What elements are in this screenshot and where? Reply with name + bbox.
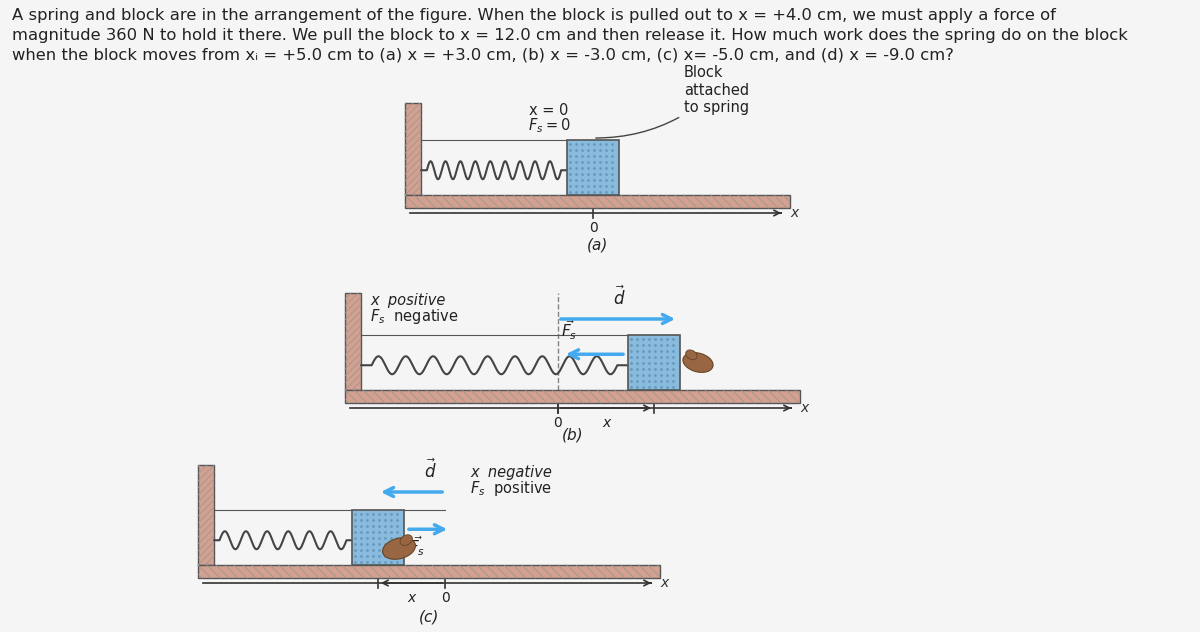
Text: when the block moves from xᵢ = +5.0 cm to (a) x = +3.0 cm, (b) x = -3.0 cm, (c) : when the block moves from xᵢ = +5.0 cm t…: [12, 48, 954, 63]
Text: $\vec{F_s}$: $\vec{F_s}$: [562, 319, 577, 343]
Text: x: x: [790, 206, 798, 220]
Ellipse shape: [383, 538, 415, 559]
Text: x  negative: x negative: [470, 465, 552, 480]
Text: $F_s = 0$: $F_s = 0$: [528, 116, 570, 135]
Text: $F_s$  positive: $F_s$ positive: [470, 479, 552, 498]
Text: magnitude 360 N to hold it there. We pull the block to x = 12.0 cm and then rele: magnitude 360 N to hold it there. We pul…: [12, 28, 1128, 43]
Text: $\vec{d}$: $\vec{d}$: [425, 458, 437, 482]
Bar: [346, 390, 800, 403]
Ellipse shape: [400, 535, 413, 545]
Text: x = 0: x = 0: [529, 103, 569, 118]
Bar: [628, 335, 680, 390]
Bar: [198, 565, 660, 578]
Bar: [198, 465, 214, 565]
Bar: [346, 293, 361, 390]
Ellipse shape: [683, 353, 713, 372]
Text: A spring and block are in the arrangement of the figure. When the block is pulle: A spring and block are in the arrangemen…: [12, 8, 1056, 23]
Text: (b): (b): [562, 428, 583, 443]
Text: 0: 0: [553, 416, 563, 430]
Text: (c): (c): [419, 610, 439, 625]
Text: x: x: [407, 591, 415, 605]
Text: $\vec{F_s}$: $\vec{F_s}$: [409, 534, 425, 558]
Text: x  positive: x positive: [370, 293, 445, 308]
Text: $\vec{d}$: $\vec{d}$: [613, 286, 625, 309]
Text: Block
attached
to spring: Block attached to spring: [595, 65, 749, 138]
Text: x: x: [602, 416, 610, 430]
Text: 0: 0: [440, 591, 449, 605]
Bar: [568, 140, 619, 195]
Text: x: x: [660, 576, 668, 590]
Text: 0: 0: [589, 221, 598, 235]
Bar: [352, 510, 404, 565]
Bar: [406, 195, 790, 208]
Bar: [406, 103, 421, 195]
Text: (a): (a): [587, 238, 608, 253]
Ellipse shape: [685, 350, 697, 360]
Text: x: x: [800, 401, 809, 415]
Text: $F_s$  negative: $F_s$ negative: [370, 307, 458, 326]
